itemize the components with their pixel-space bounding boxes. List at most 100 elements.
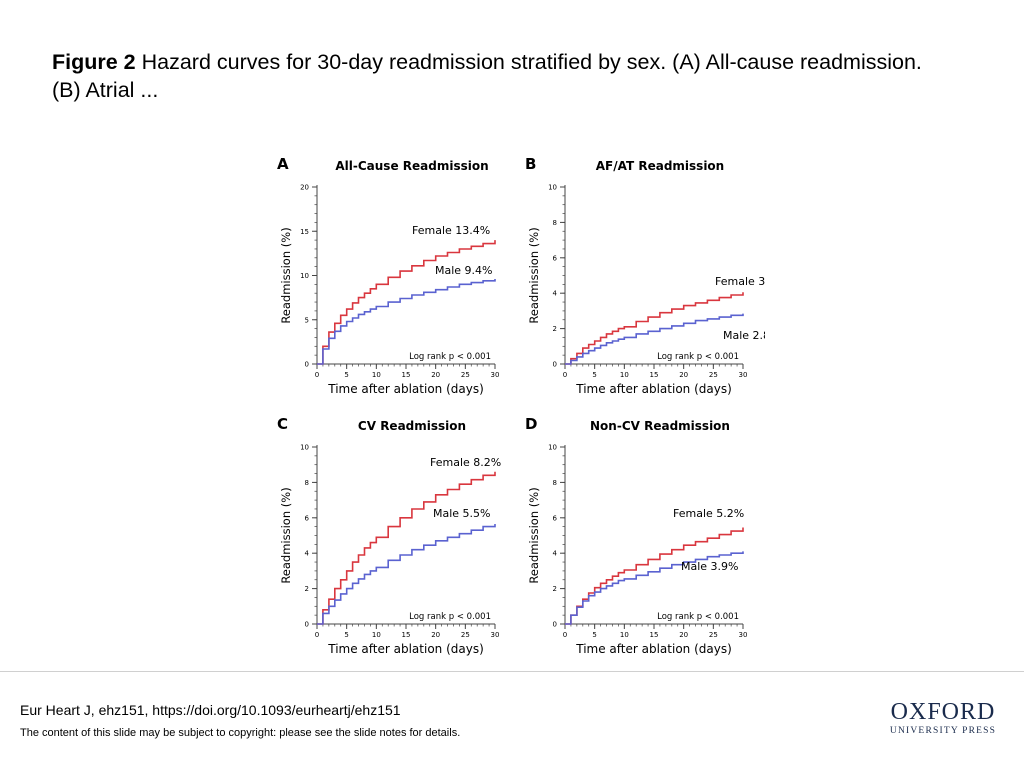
y-tick-label: 0: [553, 621, 557, 629]
y-axis-label: Readmission (%): [527, 227, 541, 323]
x-tick-label: 0: [563, 631, 567, 639]
chart-title: AF/AT Readmission: [596, 159, 724, 173]
series-line-male: [565, 551, 744, 625]
x-tick-label: 20: [679, 631, 688, 639]
series-label-male: Male 9.4%: [435, 264, 493, 277]
x-tick-label: 15: [650, 631, 659, 639]
x-tick-label: 30: [739, 631, 748, 639]
x-axis-label: Time after ablation (days): [575, 642, 732, 656]
x-tick-label: 10: [620, 631, 629, 639]
x-axis-label: Time after ablation (days): [575, 382, 732, 396]
y-tick-label: 10: [548, 184, 557, 192]
series-line-female: [317, 240, 496, 365]
series-line-male: [317, 524, 496, 625]
chart-panel-c: C CV Readmission 0 2 4 6 8 10 0 5 10 15 20 25 30 Time a…: [277, 415, 501, 656]
x-tick-label: 5: [344, 631, 348, 639]
x-axis-label: Time after ablation (days): [327, 642, 484, 656]
y-tick-label: 10: [300, 272, 309, 280]
logrank-annotation: Log rank p < 0.001: [657, 612, 739, 622]
x-tick-label: 15: [402, 631, 411, 639]
publisher-logo: OXFORD UNIVERSITY PRESS: [880, 700, 1006, 738]
x-tick-label: 5: [592, 371, 596, 379]
panel-letter: C: [277, 415, 288, 433]
y-axis-label: Readmission (%): [279, 487, 293, 583]
panel-letter: B: [525, 155, 536, 173]
series-label-female: Female 5.2%: [673, 507, 744, 520]
logo-wordmark: OXFORD: [890, 699, 996, 725]
y-tick-label: 6: [553, 254, 558, 262]
y-tick-label: 0: [305, 361, 309, 369]
logo-subtitle: UNIVERSITY PRESS: [889, 726, 997, 736]
y-tick-label: 4: [553, 550, 558, 558]
chart-panel-b: B AF/AT Readmission 0 2 4 6 8 10 0 5 10 15 20 25 30 Tim…: [525, 155, 765, 396]
x-tick-label: 5: [344, 371, 348, 379]
y-axis-label: Readmission (%): [279, 227, 293, 323]
y-tick-label: 6: [553, 514, 558, 522]
panel-letter: A: [277, 155, 289, 173]
y-tick-label: 2: [305, 585, 309, 593]
series-line-female: [565, 527, 744, 625]
chart-panel-d: D Non-CV Readmission 0 2 4 6 8 10 0 5 10 15 20 25 30 Ti…: [525, 415, 747, 656]
x-tick-label: 25: [709, 631, 718, 639]
y-tick-label: 8: [553, 479, 557, 487]
series-line-male: [317, 279, 496, 365]
x-tick-label: 15: [402, 371, 411, 379]
y-tick-label: 5: [305, 316, 309, 324]
series-label-male: Male 3.9%: [681, 560, 739, 573]
series-label-male: Male 2.8%: [723, 329, 765, 342]
series-line-female: [317, 471, 496, 625]
chart-panel-a: A All-Cause Readmission 0 5 10 15 20 0 5 10 15 20 25…: [277, 155, 499, 396]
y-tick-label: 4: [305, 550, 310, 558]
series-line-male: [565, 313, 744, 365]
panel-letter: D: [525, 415, 537, 433]
x-tick-label: 10: [372, 371, 381, 379]
figure-caption-text: Hazard curves for 30-day readmission str…: [52, 50, 922, 102]
x-tick-label: 20: [431, 631, 440, 639]
x-tick-label: 20: [431, 371, 440, 379]
chart-title: CV Readmission: [358, 419, 466, 433]
x-tick-label: 25: [461, 371, 470, 379]
footer-divider: [0, 671, 1024, 672]
x-tick-label: 25: [709, 371, 718, 379]
x-tick-label: 15: [650, 371, 659, 379]
y-tick-label: 0: [553, 361, 557, 369]
x-tick-label: 25: [461, 631, 470, 639]
x-tick-label: 20: [679, 371, 688, 379]
series-label-male: Male 5.5%: [433, 507, 491, 520]
chart-title: Non-CV Readmission: [590, 419, 730, 433]
y-axis-label: Readmission (%): [527, 487, 541, 583]
x-tick-label: 30: [739, 371, 748, 379]
y-tick-label: 8: [305, 479, 309, 487]
y-tick-label: 6: [305, 514, 310, 522]
x-tick-label: 5: [592, 631, 596, 639]
y-tick-label: 10: [300, 444, 309, 452]
y-tick-label: 0: [305, 621, 309, 629]
x-tick-label: 30: [491, 631, 500, 639]
x-tick-label: 10: [372, 631, 381, 639]
y-tick-label: 2: [553, 585, 557, 593]
y-tick-label: 2: [553, 325, 557, 333]
citation-text: Eur Heart J, ehz151, https://doi.org/10.…: [20, 702, 401, 718]
y-tick-label: 15: [300, 228, 309, 236]
y-tick-label: 10: [548, 444, 557, 452]
chart-title: All-Cause Readmission: [335, 159, 488, 173]
series-label-female: Female 3.9%: [715, 275, 765, 288]
figure-caption: Figure 2 Hazard curves for 30-day readmi…: [52, 48, 952, 104]
x-tick-label: 30: [491, 371, 500, 379]
copyright-notice: The content of this slide may be subject…: [20, 727, 461, 739]
logrank-annotation: Log rank p < 0.001: [409, 352, 491, 362]
series-line-female: [565, 292, 744, 365]
series-label-female: Female 13.4%: [412, 224, 490, 237]
figure-label: Figure 2: [52, 50, 136, 74]
x-tick-label: 0: [563, 371, 567, 379]
x-axis-label: Time after ablation (days): [327, 382, 484, 396]
logrank-annotation: Log rank p < 0.001: [409, 612, 491, 622]
x-tick-label: 0: [315, 631, 319, 639]
y-tick-label: 8: [553, 219, 557, 227]
y-tick-label: 20: [300, 184, 309, 192]
y-tick-label: 4: [553, 290, 558, 298]
x-tick-label: 0: [315, 371, 319, 379]
x-tick-label: 10: [620, 371, 629, 379]
logrank-annotation: Log rank p < 0.001: [657, 352, 739, 362]
